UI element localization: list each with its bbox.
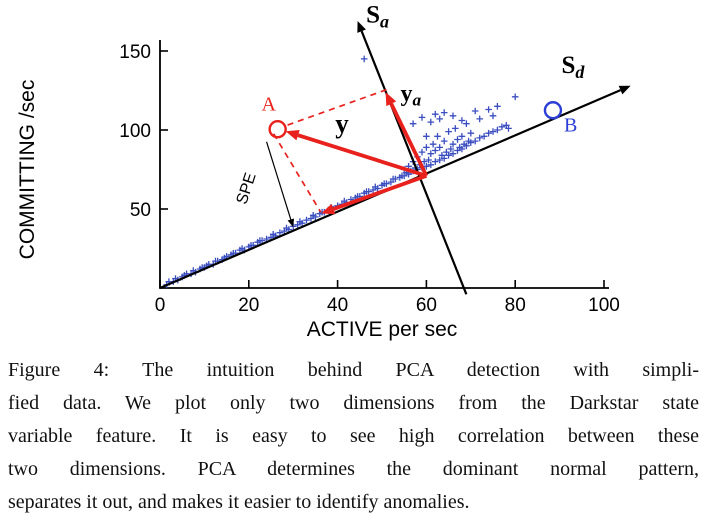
caption-line: Figure 4: The intuition behind PCA detec…	[8, 359, 699, 381]
x-tick-label: 60	[416, 295, 437, 316]
label-sd: Sd	[561, 52, 585, 82]
x-tick-label: 0	[155, 295, 166, 316]
y-axis-title: COMMITTING /sec	[16, 80, 39, 260]
sa-axis-arrow	[360, 30, 468, 295]
x-tick-label: 100	[588, 295, 620, 316]
vector-yd	[332, 174, 428, 211]
x-axis-title: ACTIVE per sec	[307, 318, 458, 341]
label-spe: SPE	[234, 171, 260, 207]
x-tick-label: 20	[238, 295, 259, 316]
label-sa: Sa	[366, 2, 389, 32]
x-tick-label: 40	[327, 295, 348, 316]
vector-ya	[389, 102, 429, 177]
point-b-circle	[543, 101, 563, 120]
y-tick-label: 100	[119, 121, 151, 142]
vector-y	[297, 133, 427, 178]
sa-axis-arrow-head	[357, 20, 366, 33]
dashed-projection-top	[284, 88, 387, 127]
y-tick-label: 50	[130, 200, 151, 221]
spe-arrow	[265, 141, 292, 220]
caption-line: separates it out, and makes it easier to…	[8, 491, 470, 513]
pca-scatter-plot: 0 20 40 60 80 100 50 100 150 ACTIVE per sec COMMIT…	[16, 2, 631, 341]
vector-ya-head	[385, 92, 397, 107]
caption-line: variable feature. It is easy to see high…	[8, 425, 699, 447]
label-ya: ya	[401, 81, 422, 110]
label-b: B	[564, 115, 577, 137]
spe-arrow-head	[287, 218, 295, 228]
vector-yd-head	[321, 203, 336, 215]
x-tick-label: 80	[505, 295, 526, 316]
point-a-circle	[268, 120, 287, 139]
scatter-points	[163, 55, 519, 289]
label-a: A	[262, 93, 277, 115]
figure-caption: Figure 4: The intuition behind PCA detec…	[8, 354, 699, 519]
caption-line: fied data. We plot only two dimensions f…	[8, 392, 699, 414]
caption-line: two dimensions. PCA determines the domin…	[8, 458, 699, 480]
vector-y-head	[285, 129, 300, 141]
chart-area: 0 20 40 60 80 100 50 100 150 ACTIVE per sec COMMIT…	[16, 2, 631, 341]
label-y: y	[335, 108, 349, 138]
dashed-projection-left	[272, 133, 322, 213]
y-tick-label: 150	[119, 42, 151, 63]
sd-axis-arrow-head	[618, 85, 631, 95]
